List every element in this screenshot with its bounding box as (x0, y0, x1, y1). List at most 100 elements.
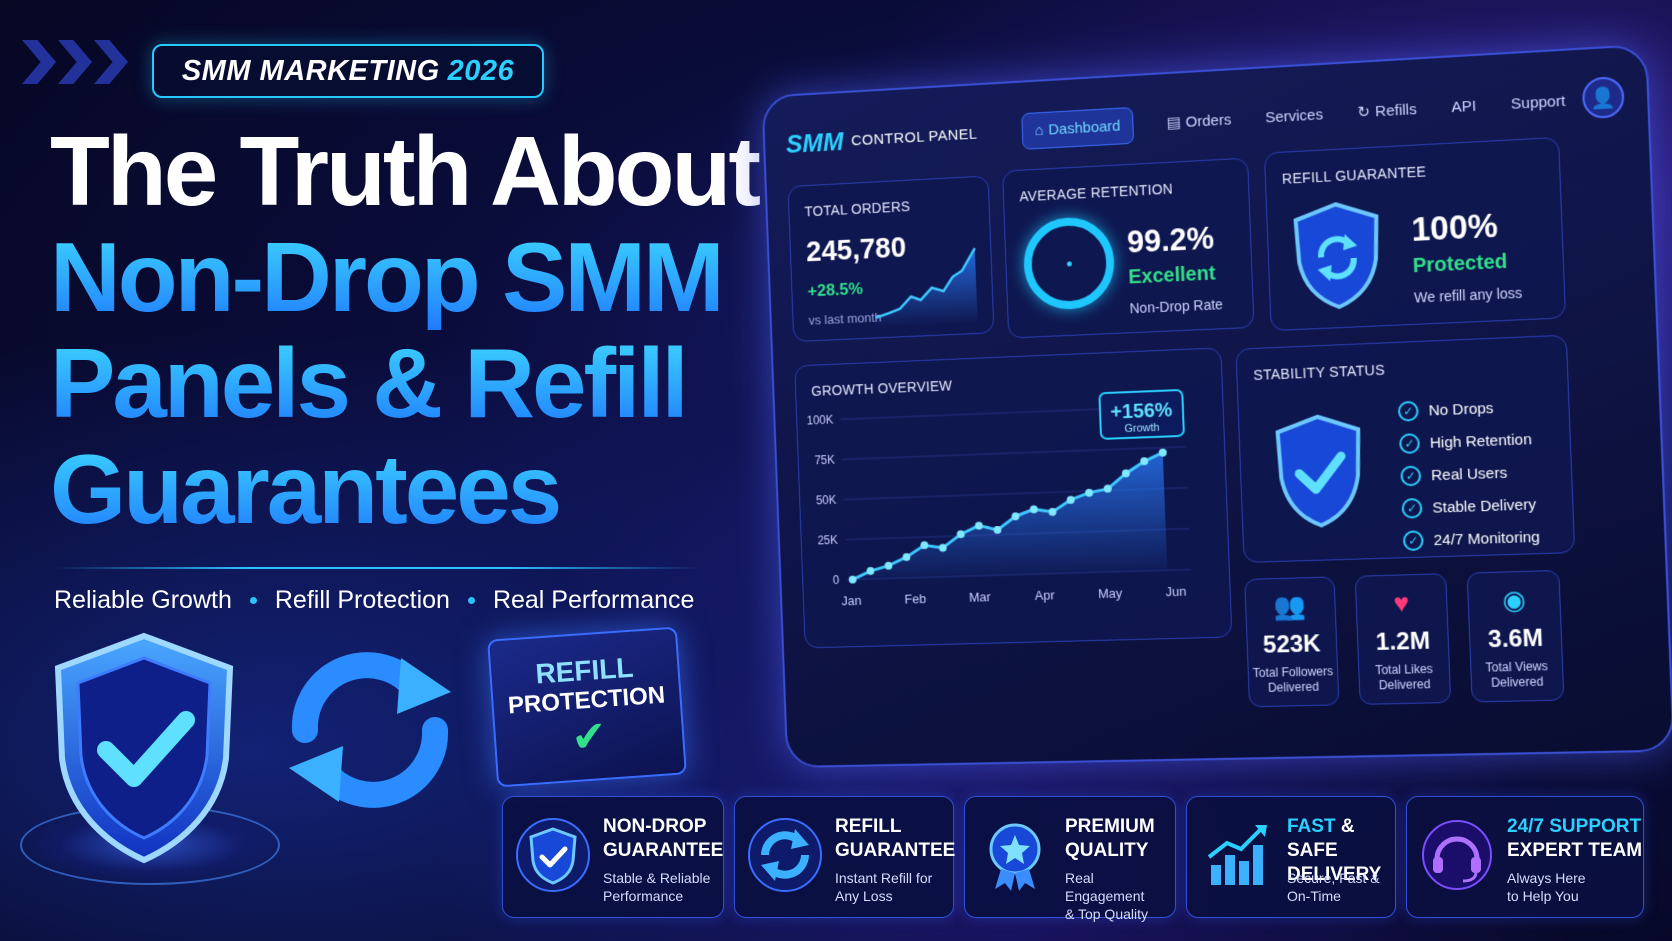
refresh-icon (275, 640, 465, 820)
check-circle-icon: ✓ (1398, 401, 1419, 422)
shield-check-icon (44, 628, 244, 868)
stat-label: Total Followers Delivered (1249, 664, 1339, 696)
eye-icon: ◉ (1468, 583, 1560, 618)
check-circle-icon: ✓ (1401, 498, 1422, 519)
nav-label: Services (1265, 106, 1323, 126)
bullet-dot (250, 597, 257, 604)
card-title: STABILITY STATUS (1253, 362, 1385, 383)
nav-item-dashboard[interactable]: ⌂ Dashboard (1021, 106, 1133, 149)
bullet-dot (468, 597, 475, 604)
headline-line-2: Non-Drop SMM (50, 224, 750, 330)
checklist-label: No Drops (1428, 399, 1494, 419)
nav-label: Refills (1375, 100, 1417, 119)
refill-sub: We refill any loss (1414, 285, 1523, 306)
nav-label: API (1451, 97, 1476, 116)
headline: The Truth About Non-Drop SMM Panels & Re… (50, 118, 750, 542)
feature-desc: Secure, Fast & On-Time (1287, 869, 1380, 905)
shield-check-icon (1271, 411, 1368, 531)
checklist-item: ✓ Real Users (1400, 455, 1538, 492)
feature-desc: Stable & Reliable Performance (603, 869, 710, 905)
headline-line-1: The Truth About (50, 118, 750, 224)
checklist-item: ✓ High Retention (1399, 423, 1537, 460)
refill-status: Protected (1412, 251, 1507, 279)
shield-refresh-icon (1289, 198, 1386, 313)
growth-overview-card: GROWTH OVERVIEW 0 25K 50K 75K 100K Jan Feb Mar A… (794, 347, 1232, 648)
card-title: AVERAGE RETENTION (1019, 181, 1173, 205)
y-tick-label: 25K (817, 533, 838, 548)
retention-quality: Excellent (1128, 262, 1216, 289)
nav-item-api[interactable]: API (1451, 97, 1476, 116)
nav-label: Orders (1185, 111, 1231, 131)
headline-line-4: Guarantees (50, 436, 750, 542)
nav-item-support[interactable]: Support (1511, 92, 1566, 112)
refresh-icon (747, 817, 823, 893)
growth-chart: 025K50K75K100KJan Feb Mar Apr May Jun+156%Gro… (795, 348, 1233, 649)
heart-icon: ♥ (1356, 586, 1447, 621)
award-icon (977, 817, 1053, 893)
x-tick-label: Feb (904, 591, 926, 607)
feature-title: 24/7 SUPPORT EXPERT TEAM (1507, 815, 1642, 863)
feature-desc: Always Here to Help You (1507, 869, 1586, 905)
average-retention-card: AVERAGE RETENTION 99.2% Excellent Non-Dr… (1002, 158, 1255, 339)
checklist-label: 24/7 Monitoring (1433, 528, 1540, 549)
refill-guarantee-card: REFILL GUARANTEE 100% Protected We refil… (1264, 137, 1566, 331)
x-tick-label: Jun (1165, 584, 1186, 600)
grid-line (842, 447, 1186, 460)
feature-card-non-drop: NON-DROP GUARANTEE Stable & Reliable Perfo… (502, 796, 724, 918)
card-title: REFILL GUARANTEE (1282, 163, 1427, 187)
stat-label: Total Likes Delivered (1359, 661, 1450, 693)
stat-value: 3.6M (1470, 624, 1562, 655)
tagline: Refill Protection (275, 586, 450, 615)
check-icon: ✔ (570, 714, 608, 760)
x-tick-label: Apr (1035, 587, 1056, 603)
total-orders-sub: vs last month (808, 310, 881, 328)
feature-title: REFILL GUARANTEE (835, 815, 955, 863)
stat-value: 523K (1247, 630, 1336, 660)
tagline: Reliable Growth (54, 586, 232, 615)
dashboard-logo-subtitle: CONTROL PANEL (851, 125, 978, 149)
refill-value: 100% (1411, 206, 1499, 249)
y-tick-label: 75K (814, 453, 835, 468)
checklist-item: ✓ No Drops (1397, 390, 1535, 428)
badge-label: SMM MARKETING (182, 55, 440, 88)
nav-item-refills[interactable]: ↻ Refills (1357, 100, 1417, 121)
stat-card-followers: 👥 523K Total Followers Delivered (1244, 576, 1339, 707)
x-tick-label: Jan (841, 593, 862, 608)
y-tick-label: 50K (816, 493, 837, 508)
stat-value: 1.2M (1358, 627, 1449, 658)
checklist-item: ✓ 24/7 Monitoring (1402, 520, 1540, 557)
check-circle-icon: ✓ (1403, 530, 1424, 551)
refresh-icon: ↻ (1357, 103, 1370, 122)
control-panel-dashboard: SMM CONTROL PANEL ⌂ Dashboard ▤ Orders Ser… (761, 44, 1672, 768)
nav-label: Support (1511, 92, 1566, 112)
marketing-badge: SMM MARKETING 2026 (152, 44, 544, 98)
home-icon: ⌂ (1034, 121, 1043, 138)
stability-status-card: STABILITY STATUS ✓ No Drops ✓ High Retenti… (1235, 335, 1575, 563)
growth-callout-label: Growth (1124, 422, 1159, 435)
divider (54, 567, 700, 569)
feature-card-refill: REFILL GUARANTEE Instant Refill for Any Lo… (734, 796, 954, 918)
card-title: TOTAL ORDERS (804, 198, 910, 219)
shield-check-icon (515, 817, 591, 893)
users-icon: 👥 (1246, 590, 1336, 625)
nav-item-services[interactable]: Services (1265, 106, 1323, 126)
nav-item-orders[interactable]: ▤ Orders (1166, 110, 1231, 132)
badge-year: 2026 (448, 55, 515, 88)
growth-callout-value: +156% (1110, 399, 1173, 424)
total-orders-change: +28.5% (807, 279, 863, 301)
stat-label: Total Views Delivered (1471, 659, 1563, 692)
checklist-label: Real Users (1431, 464, 1508, 484)
stat-card-views: ◉ 3.6M Total Views Delivered (1467, 570, 1565, 703)
retention-value: 99.2% (1126, 220, 1214, 260)
stability-checklist: ✓ No Drops ✓ High Retention ✓ Real Users ✓ S… (1397, 390, 1540, 557)
feature-card-premium: PREMIUM QUALITY Real Engagement & Top Qual… (964, 796, 1176, 918)
feature-desc: Real Engagement & Top Quality (1065, 869, 1175, 923)
stat-card-likes: ♥ 1.2M Total Likes Delivered (1355, 573, 1452, 705)
checklist-item: ✓ Stable Delivery (1401, 488, 1539, 525)
user-avatar-icon[interactable]: 👤 (1582, 76, 1625, 119)
check-circle-icon: ✓ (1399, 433, 1420, 454)
headline-line-3: Panels & Refill (50, 330, 750, 436)
orders-sparkline (871, 240, 982, 328)
dashboard-logo: SMM (785, 126, 844, 159)
feature-card-support: 24/7 SUPPORT EXPERT TEAM Always Here to He… (1406, 796, 1644, 918)
